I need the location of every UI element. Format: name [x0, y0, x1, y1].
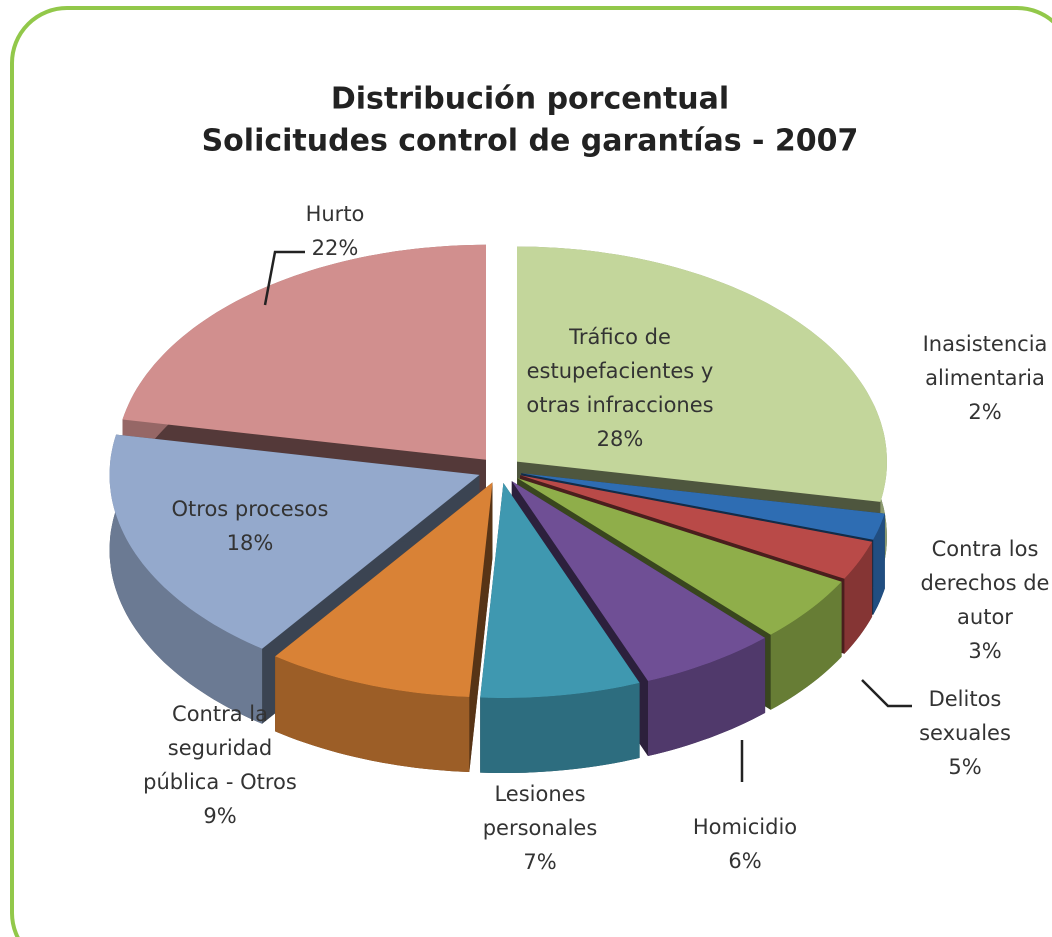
value-label: 22% [312, 236, 359, 260]
slice [275, 482, 493, 697]
slice [520, 475, 873, 579]
slice [517, 246, 887, 502]
value-label: 6% [728, 849, 761, 873]
category-label: Delitos sexuales [919, 687, 1011, 745]
slice [109, 434, 480, 649]
slice [122, 244, 486, 460]
slice-depth [109, 434, 263, 724]
leader-line [861, 679, 912, 708]
category-label: Inasistencia alimentaria [923, 332, 1048, 390]
slice [480, 483, 640, 698]
slice [517, 478, 842, 635]
category-label: Tráfico de estupefacientes y otras infracc… [526, 325, 713, 417]
slice [511, 481, 766, 681]
chart-title: Solicitudes control de garantías - 2007 [202, 124, 859, 159]
category-label: Contra los derechos de autor [921, 537, 1050, 629]
slice [521, 473, 885, 540]
leader-line [263, 250, 305, 306]
pie [109, 244, 887, 773]
slice-depth [873, 513, 885, 615]
category-label: Otros procesos [172, 497, 329, 521]
category-label: Contra la seguridad pública - Otros [143, 702, 297, 794]
labels: Tráfico de estupefacientes y otras infracc… [143, 202, 1049, 874]
value-label: 3% [968, 639, 1001, 663]
category-label: Lesiones personales [483, 782, 598, 840]
slice-depth [770, 581, 842, 710]
slice-depth [844, 541, 873, 654]
slice-depth [480, 682, 640, 773]
category-label: Hurto [306, 202, 365, 226]
value-label: 7% [523, 850, 556, 874]
chart-title: Distribución porcentual [331, 82, 729, 117]
value-label: 5% [948, 755, 981, 779]
slice-depth [648, 637, 766, 756]
value-label: 28% [597, 427, 644, 451]
slice-depth [275, 656, 470, 772]
value-label: 9% [203, 804, 236, 828]
category-label: Homicidio [693, 815, 797, 839]
value-label: 2% [968, 400, 1001, 424]
value-label: 18% [227, 531, 274, 555]
